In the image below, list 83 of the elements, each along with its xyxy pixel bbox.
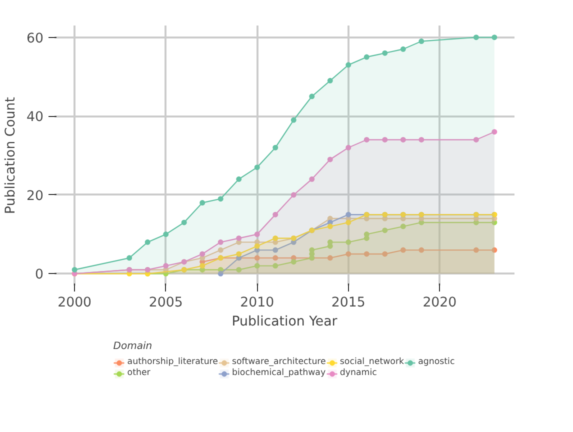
- point: [181, 220, 187, 226]
- point: [272, 212, 278, 218]
- legend-label: dynamic: [340, 368, 377, 378]
- point: [492, 129, 498, 135]
- point: [327, 78, 333, 84]
- point: [236, 176, 242, 182]
- y-tick-label: 20: [26, 188, 44, 204]
- point: [272, 255, 278, 261]
- legend-label: biochemical_pathway: [232, 368, 326, 378]
- point: [309, 94, 315, 100]
- point: [290, 259, 296, 265]
- x-tick-label: 2000: [58, 296, 92, 310]
- point: [272, 235, 278, 241]
- x-axis-title: Publication Year: [232, 314, 338, 330]
- point: [126, 255, 132, 261]
- point: [290, 117, 296, 123]
- point: [346, 220, 352, 226]
- point: [473, 34, 479, 40]
- point: [473, 247, 479, 253]
- legend-label: authorship_literature: [127, 356, 218, 368]
- point: [382, 251, 388, 257]
- point: [272, 263, 278, 269]
- point: [400, 46, 406, 52]
- x-tick-label: 2005: [148, 296, 183, 310]
- legend-label: other: [127, 368, 150, 378]
- point: [327, 224, 333, 230]
- point: [382, 136, 388, 142]
- point: [346, 212, 352, 218]
- point: [218, 270, 224, 276]
- point: [346, 251, 352, 257]
- x-tick-label: 2015: [331, 296, 366, 310]
- point: [418, 38, 424, 44]
- point: [236, 235, 242, 241]
- point: [327, 239, 333, 245]
- point: [346, 62, 352, 68]
- point: [418, 136, 424, 142]
- point: [364, 54, 370, 60]
- point: [272, 247, 278, 253]
- point: [327, 255, 333, 261]
- point: [163, 232, 169, 238]
- point: [200, 251, 206, 257]
- y-tick-label: 0: [35, 268, 44, 283]
- x-tick-label: 2020: [422, 296, 457, 310]
- point: [272, 144, 278, 150]
- y-axis-title: Publication Count: [4, 97, 19, 214]
- point: [218, 196, 224, 202]
- point: [382, 50, 388, 56]
- point: [346, 144, 352, 150]
- point: [72, 266, 78, 272]
- point: [473, 136, 479, 142]
- x-tick-label: 2010: [240, 296, 274, 310]
- point: [200, 263, 206, 269]
- point: [144, 239, 150, 245]
- point: [254, 164, 260, 170]
- y-tick-label: 60: [26, 31, 44, 46]
- point: [236, 266, 242, 272]
- point: [290, 192, 296, 198]
- legend-label: agnostic: [418, 356, 455, 368]
- point: [418, 247, 424, 253]
- legend-title: Domain: [113, 340, 154, 352]
- point: [492, 34, 498, 40]
- point: [364, 251, 370, 257]
- point: [254, 255, 260, 261]
- point: [364, 136, 370, 142]
- point: [254, 232, 260, 238]
- point: [254, 263, 260, 269]
- point: [200, 200, 206, 206]
- legend-label: software_architecture: [232, 356, 326, 368]
- point: [327, 156, 333, 162]
- point: [254, 243, 260, 249]
- y-tick-label: 40: [26, 110, 44, 126]
- point: [236, 251, 242, 257]
- point: [163, 263, 169, 269]
- point: [400, 247, 406, 253]
- point: [346, 239, 352, 245]
- point: [400, 224, 406, 230]
- legend-label: social_network: [340, 356, 404, 368]
- point: [218, 239, 224, 245]
- point: [382, 228, 388, 234]
- point: [492, 247, 498, 253]
- point: [309, 176, 315, 182]
- point: [218, 247, 224, 253]
- point: [400, 136, 406, 142]
